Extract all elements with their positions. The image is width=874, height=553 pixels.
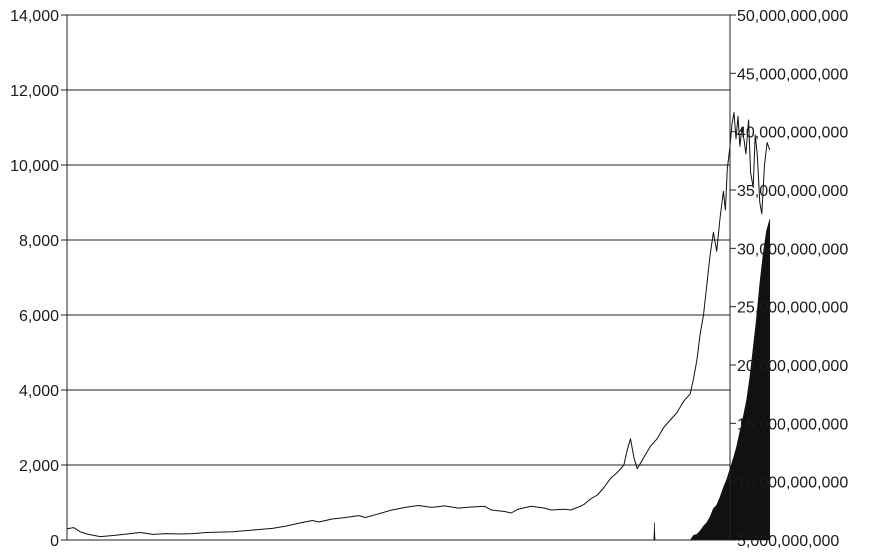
right-tick-label: 45,000,000,000 — [737, 66, 848, 83]
right-tick-label: 20,000,000,000 — [737, 358, 848, 375]
price-line — [66, 112, 771, 538]
left-tick-label: 0 — [50, 533, 59, 550]
axes — [66, 15, 731, 541]
right-tick-label: 25,000,000,000 — [737, 300, 848, 317]
gridlines — [67, 14, 730, 541]
right-tick-label: 50,000,000,000 — [737, 8, 848, 25]
left-tick-label: 6,000 — [19, 308, 59, 325]
left-tick-label: 10,000 — [10, 158, 59, 175]
right-tick-label: 40,000,000,000 — [737, 125, 848, 142]
right-tick-label: 15,000,000,000 — [737, 416, 848, 433]
right-axis-ticks: 5,000,000,000 10,000,000,000 15,000,000,00… — [730, 8, 848, 550]
volume-area — [653, 219, 771, 541]
left-tick-label: 2,000 — [19, 458, 59, 475]
right-tick-label: 5,000,000,000 — [737, 533, 839, 550]
right-tick-label: 35,000,000,000 — [737, 183, 848, 200]
right-tick-label: 30,000,000,000 — [737, 241, 848, 258]
volume-series — [653, 219, 771, 541]
left-tick-label: 4,000 — [19, 383, 59, 400]
right-tick-label: 10,000,000,000 — [737, 475, 848, 492]
left-tick-label: 12,000 — [10, 83, 59, 100]
price-series — [66, 112, 771, 538]
left-tick-label: 8,000 — [19, 233, 59, 250]
left-axis-ticks: 0 2,000 4,000 6,000 8,000 10,000 12,000 14,000 — [10, 8, 67, 550]
left-tick-label: 14,000 — [10, 8, 59, 25]
